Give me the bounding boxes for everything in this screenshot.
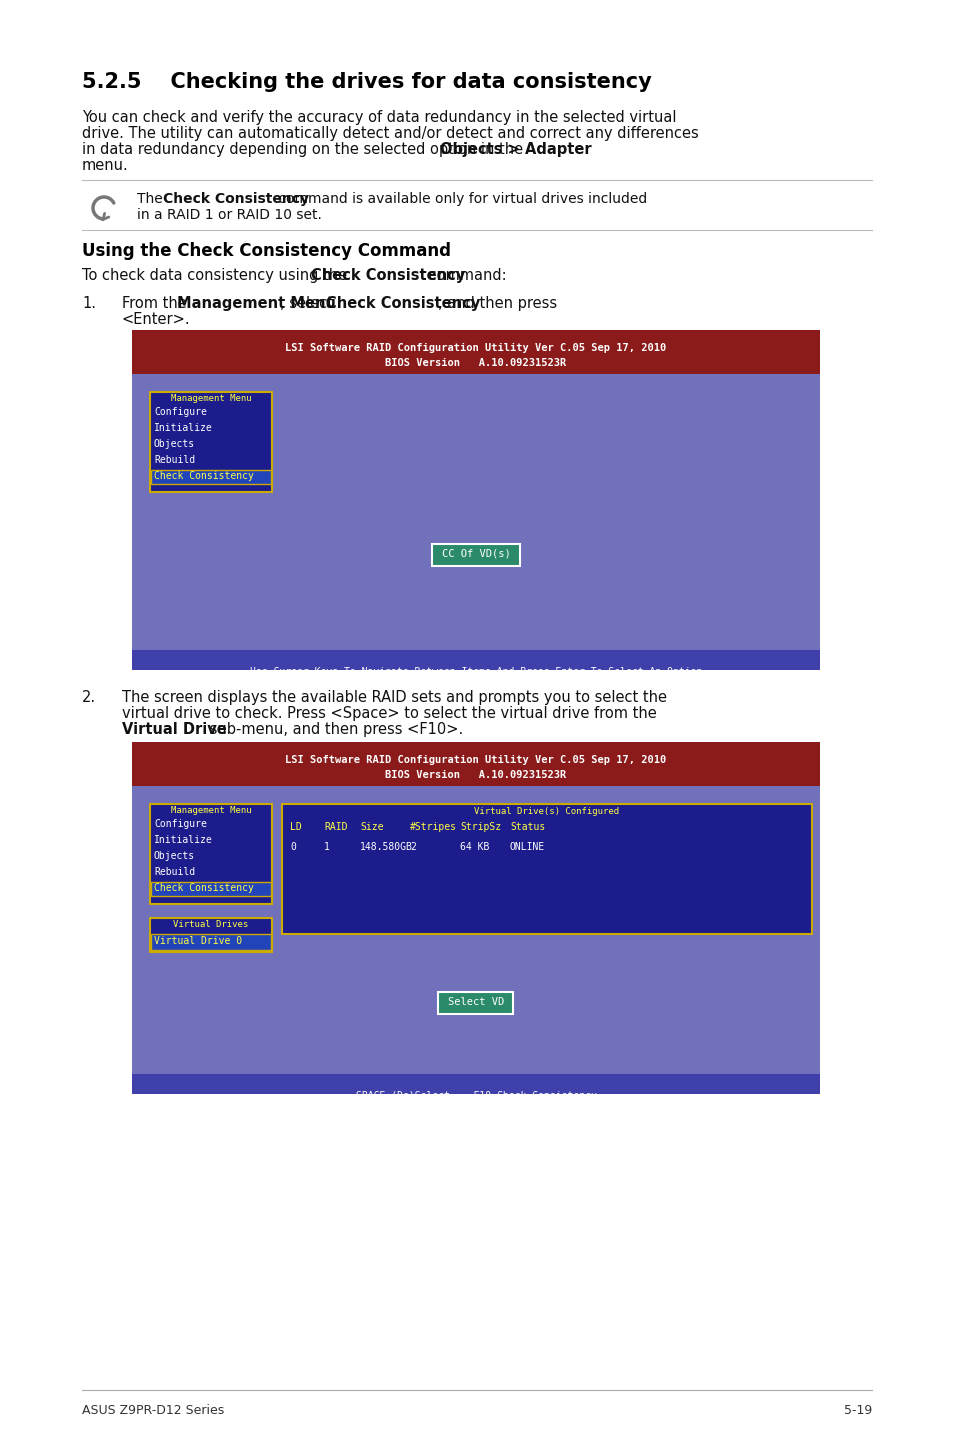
Text: Rebuild: Rebuild <box>153 454 195 464</box>
Text: #Stripes: #Stripes <box>410 823 456 833</box>
Text: 64 KB: 64 KB <box>459 843 489 851</box>
Text: You can check and verify the accuracy of data redundancy in the selected virtual: You can check and verify the accuracy of… <box>82 109 676 125</box>
Text: LD: LD <box>290 823 301 833</box>
Text: The: The <box>137 193 167 206</box>
Text: ASUS Z9PR-D12 Series: ASUS Z9PR-D12 Series <box>82 1403 224 1416</box>
Text: Check Consistency: Check Consistency <box>153 472 253 480</box>
Text: The screen displays the available RAID sets and prompts you to select the: The screen displays the available RAID s… <box>122 690 666 705</box>
Text: Configure: Configure <box>153 407 207 417</box>
Text: ONLINE: ONLINE <box>510 843 545 851</box>
Bar <box>151 881 271 896</box>
Text: in data redundancy depending on the selected option in the: in data redundancy depending on the sele… <box>82 142 527 157</box>
Text: sub-menu, and then press <F10>.: sub-menu, and then press <F10>. <box>205 722 463 738</box>
Text: 5.2.5    Checking the drives for data consistency: 5.2.5 Checking the drives for data consi… <box>82 72 651 92</box>
Text: Using the Check Consistency Command: Using the Check Consistency Command <box>82 242 451 260</box>
Text: Management Menu: Management Menu <box>171 807 251 815</box>
Text: Virtual Drive(s) Configured: Virtual Drive(s) Configured <box>474 807 618 815</box>
Text: LSI Software RAID Configuration Utility Ver C.05 Sep 17, 2010: LSI Software RAID Configuration Utility … <box>285 755 666 765</box>
Text: Check Consistency: Check Consistency <box>153 883 253 893</box>
Bar <box>150 917 272 952</box>
Text: 2: 2 <box>410 843 416 851</box>
Text: <Enter>.: <Enter>. <box>122 312 191 326</box>
Bar <box>150 393 272 492</box>
Text: To check data consistency using the: To check data consistency using the <box>82 267 352 283</box>
Bar <box>132 742 820 1094</box>
Text: virtual drive to check. Press <Space> to select the virtual drive from the: virtual drive to check. Press <Space> to… <box>122 706 656 720</box>
Bar <box>151 470 271 485</box>
Text: command is available only for virtual drives included: command is available only for virtual dr… <box>274 193 646 206</box>
Text: Rebuild: Rebuild <box>153 867 195 877</box>
Text: BIOS Version   A.10.09231523R: BIOS Version A.10.09231523R <box>385 769 566 779</box>
Bar <box>132 1074 820 1094</box>
Text: StripSz: StripSz <box>459 823 500 833</box>
Text: Check Consistency: Check Consistency <box>326 296 479 311</box>
Text: 0: 0 <box>290 843 295 851</box>
Text: , and then press: , and then press <box>437 296 557 311</box>
Bar <box>282 804 811 935</box>
Bar <box>151 935 271 951</box>
Text: Virtual Drives: Virtual Drives <box>173 920 249 929</box>
Text: in a RAID 1 or RAID 10 set.: in a RAID 1 or RAID 10 set. <box>137 209 321 221</box>
Text: 2.: 2. <box>82 690 96 705</box>
Text: , select: , select <box>280 296 337 311</box>
Bar <box>132 650 820 670</box>
Text: Status: Status <box>510 823 545 833</box>
Text: Objects: Objects <box>153 439 195 449</box>
Text: Management Menu: Management Menu <box>177 296 335 311</box>
Text: Check Consistency: Check Consistency <box>163 193 309 206</box>
Text: Use Cursor Keys To Navigate Between Items And Press Enter To Select An Option: Use Cursor Keys To Navigate Between Item… <box>250 667 701 677</box>
Text: CC Of VD(s): CC Of VD(s) <box>441 549 510 559</box>
Text: RAID: RAID <box>324 823 347 833</box>
Bar <box>132 329 820 670</box>
Text: BIOS Version   A.10.09231523R: BIOS Version A.10.09231523R <box>385 358 566 368</box>
Text: 1.: 1. <box>82 296 96 311</box>
Text: 148.580GB: 148.580GB <box>359 843 413 851</box>
Bar <box>438 992 513 1014</box>
Text: Virtual Drive 0: Virtual Drive 0 <box>153 936 242 946</box>
Text: Initialize: Initialize <box>153 423 213 433</box>
Bar <box>432 544 519 567</box>
Text: menu.: menu. <box>82 158 129 173</box>
Text: Management Menu: Management Menu <box>171 394 251 403</box>
Text: command:: command: <box>423 267 506 283</box>
Text: Size: Size <box>359 823 383 833</box>
Text: SPACE-(De)Select,   F10-Check Consistency: SPACE-(De)Select, F10-Check Consistency <box>355 1091 596 1102</box>
Text: Initialize: Initialize <box>153 835 213 846</box>
Text: LSI Software RAID Configuration Utility Ver C.05 Sep 17, 2010: LSI Software RAID Configuration Utility … <box>285 344 666 354</box>
Text: Objects: Objects <box>153 851 195 861</box>
Bar <box>132 742 820 787</box>
Text: Configure: Configure <box>153 820 207 828</box>
Text: drive. The utility can automatically detect and/or detect and correct any differ: drive. The utility can automatically det… <box>82 127 698 141</box>
Bar <box>132 329 820 374</box>
Text: 5-19: 5-19 <box>842 1403 871 1416</box>
Text: From the: From the <box>122 296 192 311</box>
Bar <box>150 804 272 905</box>
Text: Check Consistency: Check Consistency <box>311 267 465 283</box>
Text: 1: 1 <box>324 843 330 851</box>
Text: Select VD: Select VD <box>447 997 503 1007</box>
Text: Objects > Adapter: Objects > Adapter <box>439 142 591 157</box>
Text: Virtual Drive: Virtual Drive <box>122 722 227 738</box>
